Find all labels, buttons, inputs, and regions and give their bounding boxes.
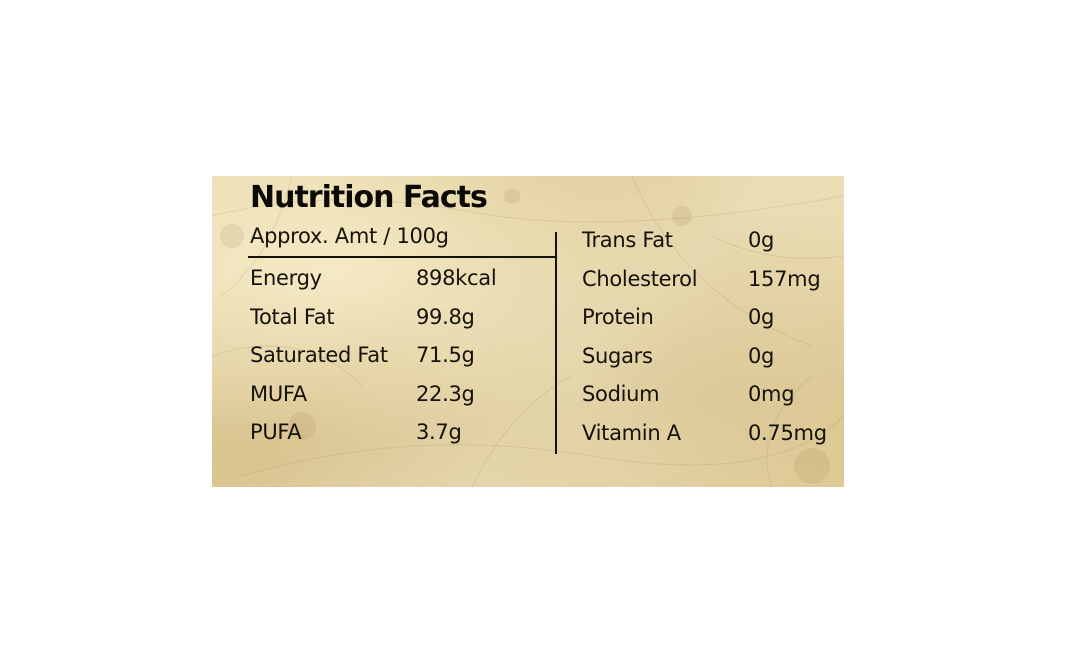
nutrient-name: Cholesterol — [582, 266, 698, 291]
nutrient-name: Energy — [250, 266, 322, 290]
column-divider — [555, 232, 557, 454]
serving-size: Approx. Amt / 100g — [250, 224, 449, 248]
nutrient-value: 0mg — [748, 382, 795, 406]
nutrient-value: 898kcal — [416, 266, 497, 290]
nutrition-label: Nutrition Facts Approx. Amt / 100g Energ… — [212, 176, 844, 487]
header-rule — [248, 256, 556, 258]
nutrient-name: Sugars — [582, 343, 653, 368]
nutrient-value: 0g — [748, 343, 775, 368]
nutrient-value: 0g — [748, 305, 775, 329]
nutrient-name: Protein — [582, 305, 654, 329]
nutrient-name: Trans Fat — [582, 228, 673, 252]
nutrient-name: Vitamin A — [582, 420, 681, 445]
nutrient-value: 71.5g — [416, 343, 475, 367]
nutrient-name: Sodium — [582, 382, 660, 406]
nutrient-value: 0g — [748, 228, 775, 252]
nutrient-value: 22.3g — [416, 381, 475, 406]
nutrient-name: MUFA — [250, 381, 307, 406]
nutrient-name: PUFA — [250, 420, 302, 444]
nutrient-name: Saturated Fat — [250, 343, 388, 367]
nutrient-name: Total Fat — [250, 304, 335, 329]
label-title: Nutrition Facts — [250, 180, 488, 215]
nutrient-value: 0.75mg — [748, 420, 827, 445]
nutrient-value: 99.8g — [416, 304, 475, 329]
nutrient-value: 3.7g — [416, 420, 462, 444]
nutrient-value: 157mg — [748, 266, 821, 291]
